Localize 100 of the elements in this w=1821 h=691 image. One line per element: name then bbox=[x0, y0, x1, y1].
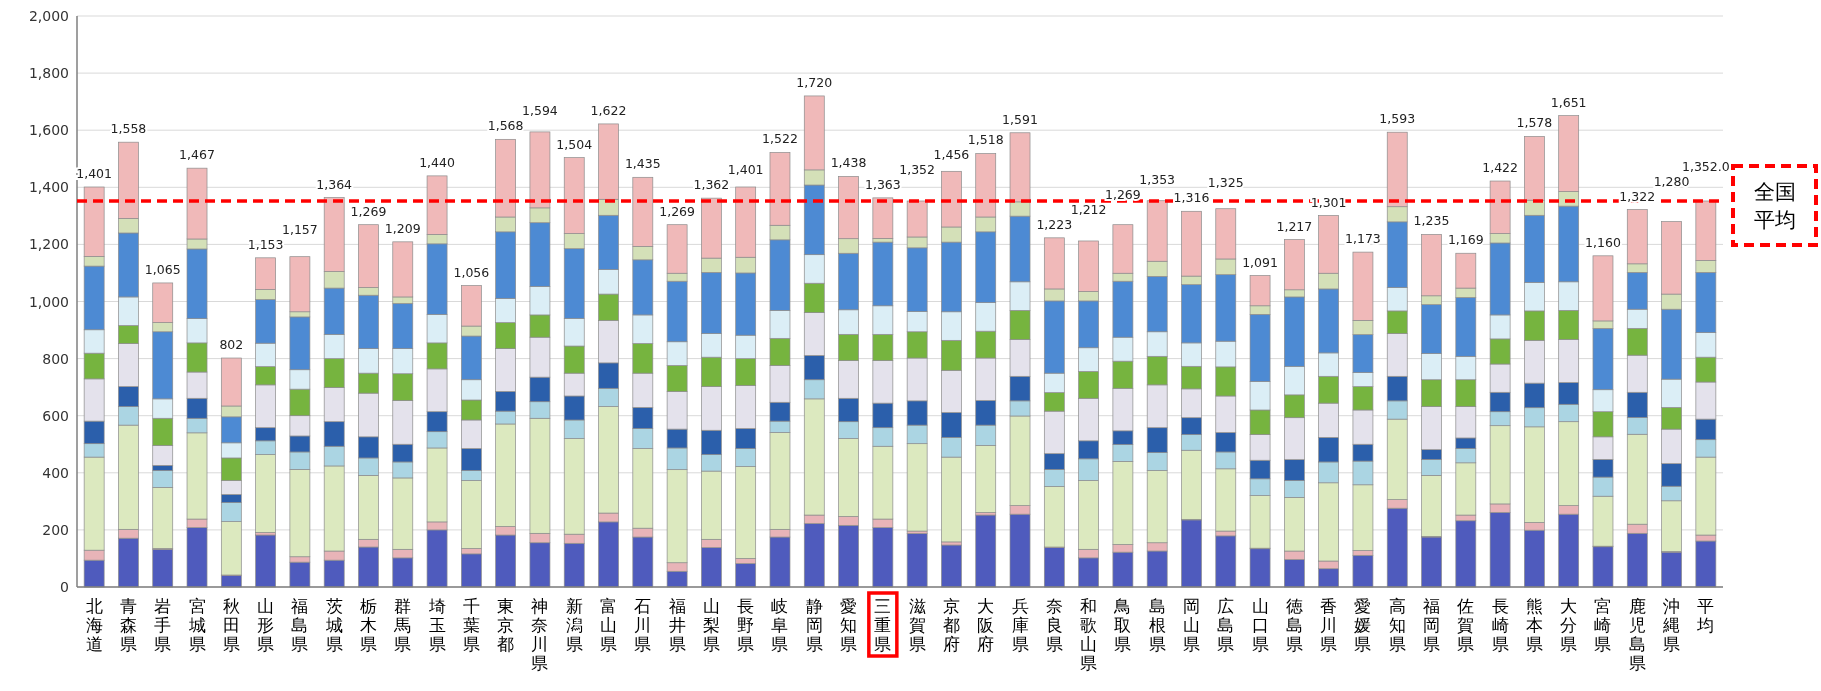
y-tick-label: 1,400 bbox=[28, 179, 69, 196]
total-label: 1,720 bbox=[796, 74, 833, 90]
total-label: 1,352.0 bbox=[1681, 158, 1730, 174]
total-label: 1,223 bbox=[1036, 216, 1073, 232]
total-label: 1,235 bbox=[1413, 213, 1450, 229]
total-label: 1,435 bbox=[624, 156, 661, 172]
total-label: 1,593 bbox=[1379, 111, 1416, 127]
y-tick-label: 1,600 bbox=[28, 122, 69, 139]
x-tick-label: 香川県 bbox=[1320, 596, 1338, 654]
total-label: 1,363 bbox=[864, 176, 901, 192]
total-label: 1,316 bbox=[1173, 190, 1210, 206]
x-tick-label: 山口県 bbox=[1251, 596, 1269, 654]
x-tick-label: 長野県 bbox=[737, 596, 755, 654]
x-tick-label: 和歌山県 bbox=[1080, 596, 1098, 673]
x-tick-label: 愛知県 bbox=[840, 596, 858, 654]
x-tick-label: 徳島県 bbox=[1285, 596, 1303, 654]
total-label: 1,591 bbox=[1002, 111, 1038, 127]
x-tick-label: 福岡県 bbox=[1423, 596, 1441, 654]
x-tick-label: 福島県 bbox=[291, 596, 309, 654]
total-label: 1,269 bbox=[659, 203, 696, 219]
x-tick-label: 長崎県 bbox=[1491, 596, 1509, 654]
total-label: 1,440 bbox=[419, 154, 455, 170]
x-tick-label: 大阪府 bbox=[977, 596, 995, 654]
y-tick-label: 200 bbox=[42, 521, 69, 538]
x-tick-label: 埼玉県 bbox=[427, 596, 446, 654]
total-label: 1,578 bbox=[1516, 115, 1553, 131]
x-tick-label: 青森県 bbox=[119, 596, 137, 654]
x-tick-label: 宮崎県 bbox=[1594, 596, 1612, 654]
x-tick-label: 愛媛県 bbox=[1354, 596, 1372, 654]
x-tick-label: 茨城県 bbox=[324, 596, 343, 654]
total-label: 1,160 bbox=[1585, 234, 1621, 250]
x-tick-label: 静岡県 bbox=[805, 596, 823, 654]
x-tick-label: 鳥取県 bbox=[1113, 596, 1132, 654]
y-tick-label: 0 bbox=[60, 579, 69, 595]
x-tick-label: 石川県 bbox=[634, 596, 652, 654]
y-tick-label: 2,000 bbox=[28, 8, 69, 24]
x-tick-label: 富山県 bbox=[600, 596, 618, 654]
total-label: 1,401 bbox=[727, 162, 764, 178]
x-tick-label: 三重県 bbox=[874, 596, 892, 654]
x-tick-label: 鹿児島県 bbox=[1628, 596, 1646, 673]
x-tick-label: 佐賀県 bbox=[1457, 596, 1475, 654]
x-tick-label: 宮城県 bbox=[187, 596, 206, 654]
x-tick-label: 滋賀県 bbox=[908, 596, 926, 654]
total-label: 1,362 bbox=[693, 177, 730, 193]
y-tick-label: 1,800 bbox=[28, 65, 69, 82]
x-tick-label: 沖縄県 bbox=[1662, 596, 1681, 654]
total-label: 1,594 bbox=[522, 103, 558, 119]
x-tick-label: 山梨県 bbox=[702, 596, 720, 654]
x-tick-label: 神奈川県 bbox=[531, 596, 549, 673]
total-label: 1,622 bbox=[590, 102, 627, 118]
total-label: 1,056 bbox=[453, 264, 490, 280]
total-label: 1,280 bbox=[1653, 173, 1690, 189]
x-tick-label: 東京都 bbox=[497, 596, 515, 654]
total-label: 1,401 bbox=[76, 166, 113, 182]
total-label: 1,518 bbox=[967, 131, 1004, 147]
total-label: 1,269 bbox=[1105, 186, 1141, 202]
total-label: 1,522 bbox=[762, 131, 798, 147]
x-tick-label: 岡山県 bbox=[1182, 596, 1200, 654]
x-tick-label: 熊本県 bbox=[1525, 596, 1543, 654]
y-tick-label: 600 bbox=[42, 407, 69, 424]
x-tick-label: 平均 bbox=[1696, 596, 1715, 635]
total-label: 1,065 bbox=[144, 261, 181, 277]
y-tick-label: 1,000 bbox=[28, 293, 69, 310]
total-label: 1,173 bbox=[1345, 231, 1381, 247]
x-tick-label: 広島県 bbox=[1217, 596, 1235, 654]
y-tick-label: 400 bbox=[42, 464, 69, 481]
x-tick-label: 山形県 bbox=[257, 596, 275, 654]
total-label: 1,169 bbox=[1447, 232, 1484, 248]
total-label: 1,153 bbox=[247, 236, 284, 252]
x-tick-label: 京都府 bbox=[942, 596, 960, 654]
total-label: 1,438 bbox=[830, 155, 867, 171]
total-label: 1,568 bbox=[487, 118, 524, 134]
total-label: 1,157 bbox=[282, 221, 318, 237]
x-tick-label: 福井県 bbox=[668, 596, 686, 654]
x-tick-label: 栃木県 bbox=[359, 596, 377, 654]
x-tick-label: 秋田県 bbox=[222, 596, 240, 654]
total-label: 1,651 bbox=[1550, 94, 1587, 110]
total-label: 1,091 bbox=[1242, 254, 1278, 270]
x-tick-label: 群馬県 bbox=[393, 596, 412, 654]
total-label: 1,558 bbox=[110, 121, 147, 137]
total-label: 1,353 bbox=[1139, 171, 1176, 187]
x-tick-label: 岐阜県 bbox=[771, 596, 789, 654]
total-label: 1,504 bbox=[556, 136, 593, 152]
x-tick-label: 大分県 bbox=[1560, 596, 1578, 654]
x-tick-label: 岩手県 bbox=[154, 596, 172, 654]
total-label: 1,364 bbox=[316, 176, 353, 192]
x-tick-label: 千葉県 bbox=[462, 596, 480, 654]
total-label: 1,209 bbox=[384, 220, 421, 236]
ref-line-label: 全国平均 bbox=[1753, 180, 1796, 232]
total-label: 1,456 bbox=[933, 146, 970, 162]
total-label: 1,269 bbox=[350, 203, 387, 219]
total-label: 1,325 bbox=[1207, 175, 1244, 191]
total-label: 1,352 bbox=[899, 161, 936, 177]
total-label: 1,217 bbox=[1276, 218, 1313, 234]
total-label: 802 bbox=[219, 337, 244, 353]
total-label: 1,212 bbox=[1070, 201, 1107, 217]
x-tick-label: 高知県 bbox=[1388, 596, 1406, 654]
total-label: 1,467 bbox=[179, 147, 215, 163]
x-tick-label: 兵庫県 bbox=[1011, 596, 1029, 654]
total-label: 1,422 bbox=[1482, 160, 1518, 176]
